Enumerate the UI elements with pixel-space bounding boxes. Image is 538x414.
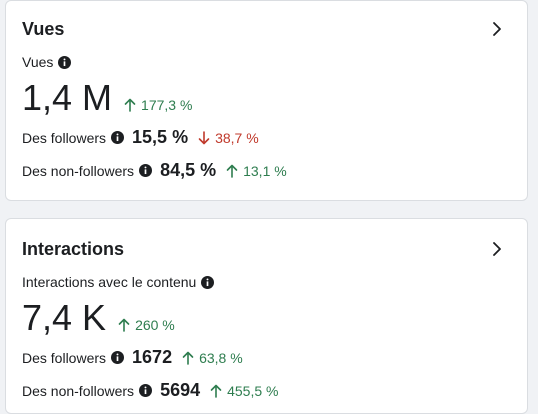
interactions-card[interactable]: Interactions Interactions avec le conten…	[5, 218, 528, 414]
info-icon[interactable]	[139, 384, 153, 397]
arrow-up-icon	[118, 318, 130, 332]
metric-value: 15,5 %	[132, 127, 189, 147]
trend-value: 63,8 %	[199, 350, 243, 366]
arrow-down-icon	[198, 131, 210, 145]
views-sub-label: Vues	[22, 54, 72, 70]
metric-trend: 13,1 %	[226, 162, 287, 179]
arrow-up-icon	[226, 164, 238, 178]
metric-trend: 455,5 %	[210, 382, 278, 399]
chevron-right-icon[interactable]	[489, 21, 505, 37]
sub-label-text: Vues	[22, 54, 54, 70]
trend-value: 260 %	[135, 317, 175, 333]
metric-trend: 63,8 %	[182, 349, 243, 366]
views-total-value: 1,4 M	[22, 77, 113, 118]
trend-value: 455,5 %	[227, 383, 279, 399]
trend-value: 38,7 %	[215, 130, 259, 146]
metric-value: 5694	[160, 380, 201, 400]
views-followers-row: Des followers 15,5 % 38,7 %	[22, 127, 259, 148]
metric-label: Des followers	[22, 349, 107, 366]
arrow-up-icon	[210, 384, 222, 398]
info-icon[interactable]	[139, 164, 153, 177]
views-total-row: 1,4 M 177,3 %	[22, 77, 192, 119]
interactions-total-row: 7,4 K 260 %	[22, 297, 175, 339]
interactions-total-trend: 260 %	[118, 316, 175, 333]
interactions-followers-row: Des followers 1672 63,8 %	[22, 347, 243, 368]
interactions-non-followers-row: Des non-followers 5694 455,5 %	[22, 380, 278, 401]
interactions-total-value: 7,4 K	[22, 297, 107, 338]
views-card[interactable]: Vues Vues 1,4 M 177,3 % Des followers 15…	[5, 0, 528, 201]
metric-trend: 38,7 %	[198, 129, 259, 146]
interactions-sub-label: Interactions avec le contenu	[22, 274, 215, 290]
metric-label: Des non-followers	[22, 162, 135, 179]
card-title: Interactions	[22, 239, 125, 259]
views-non-followers-row: Des non-followers 84,5 % 13,1 %	[22, 160, 287, 181]
chevron-right-icon[interactable]	[489, 241, 505, 257]
metric-label: Des followers	[22, 129, 107, 146]
info-icon[interactable]	[58, 55, 72, 69]
info-icon[interactable]	[111, 131, 125, 144]
info-icon[interactable]	[111, 351, 125, 364]
card-title: Vues	[22, 19, 65, 39]
metric-value: 84,5 %	[160, 160, 217, 180]
trend-value: 13,1 %	[243, 163, 287, 179]
sub-label-text: Interactions avec le contenu	[22, 274, 197, 290]
metric-label: Des non-followers	[22, 382, 135, 399]
info-icon[interactable]	[201, 275, 215, 289]
metric-value: 1672	[132, 347, 173, 367]
arrow-up-icon	[124, 98, 136, 112]
views-total-trend: 177,3 %	[124, 96, 192, 113]
trend-value: 177,3 %	[141, 97, 193, 113]
arrow-up-icon	[182, 351, 194, 365]
